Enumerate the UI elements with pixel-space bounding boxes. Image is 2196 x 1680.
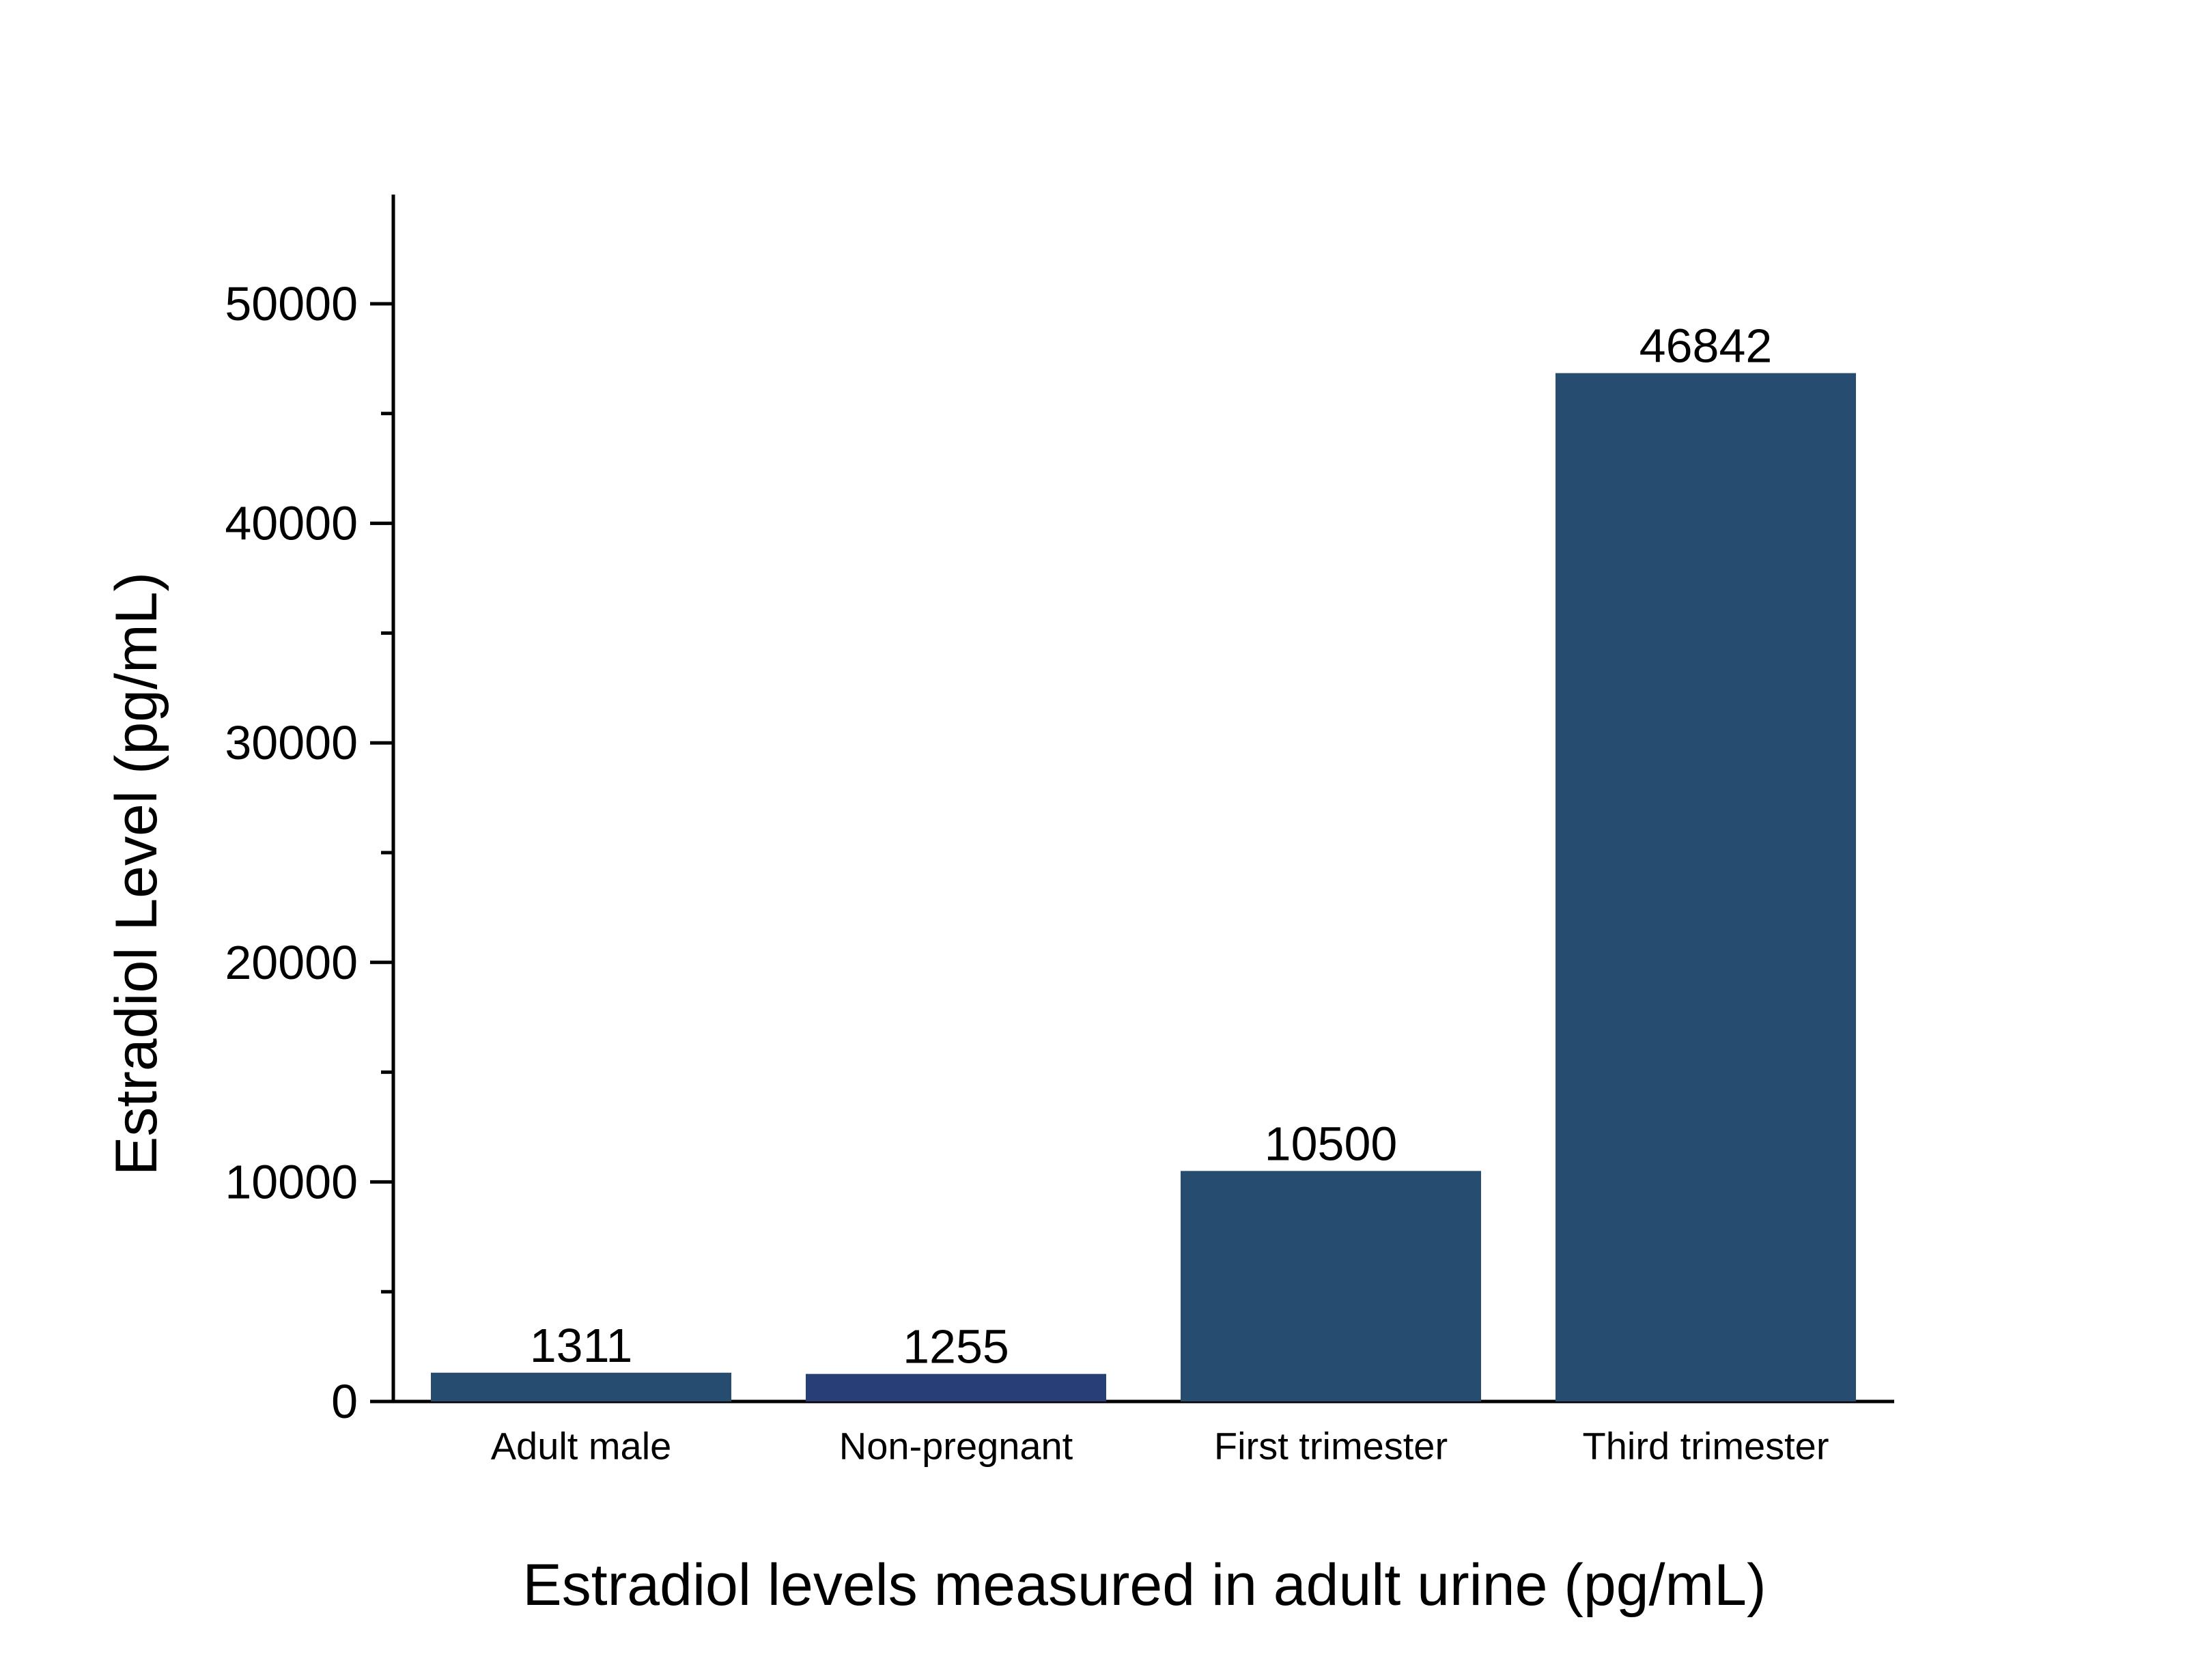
bar [1556,373,1856,1401]
x-category-label: First trimester [1214,1425,1448,1468]
y-axis-title-group: Estradiol Level (pg/mL) [104,572,169,1176]
x-category-label: Non-pregnant [839,1425,1073,1468]
x-category-label: Adult male [491,1425,672,1468]
plot-area: 0 10000 20000 30000 40000 50000 1311 Adult male… [225,195,1894,1468]
data-label: 10500 [1265,1117,1398,1170]
y-tick-label: 30000 [225,716,358,769]
bar [1181,1171,1481,1401]
y-axis-title: Estradiol Level (pg/mL) [104,572,169,1176]
bar [806,1373,1106,1401]
y-tick-label: 0 [331,1375,358,1428]
y-tick-label: 20000 [225,936,358,989]
data-label: 1255 [903,1320,1009,1373]
bar [431,1372,731,1401]
x-category-label: Third trimester [1583,1425,1829,1468]
data-label: 1311 [530,1319,633,1372]
data-label: 46842 [1639,319,1773,373]
y-tick-label: 40000 [225,497,358,550]
y-tick-label: 10000 [225,1155,358,1208]
y-tick-label: 50000 [225,277,358,330]
x-axis-title: Estradiol levels measured in adult urine… [522,1552,1766,1618]
